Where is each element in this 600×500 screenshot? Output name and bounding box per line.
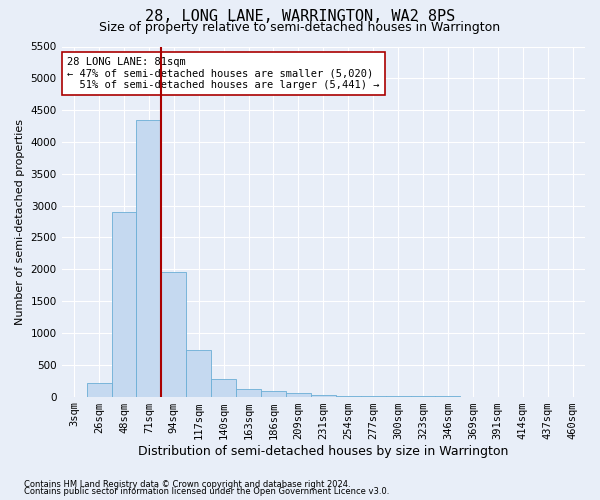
Bar [136,120,161,396]
Bar [261,391,286,396]
Y-axis label: Number of semi-detached properties: Number of semi-detached properties [15,118,25,324]
Bar [186,350,211,397]
Text: 28, LONG LANE, WARRINGTON, WA2 8PS: 28, LONG LANE, WARRINGTON, WA2 8PS [145,9,455,24]
Bar [236,389,261,396]
X-axis label: Distribution of semi-detached houses by size in Warrington: Distribution of semi-detached houses by … [138,444,509,458]
Bar [86,382,112,396]
Bar [311,394,336,396]
Bar [211,379,236,396]
Text: Contains public sector information licensed under the Open Government Licence v3: Contains public sector information licen… [24,488,389,496]
Bar [286,393,311,396]
Bar [112,212,136,396]
Text: 28 LONG LANE: 81sqm
← 47% of semi-detached houses are smaller (5,020)
  51% of s: 28 LONG LANE: 81sqm ← 47% of semi-detach… [67,57,379,90]
Text: Contains HM Land Registry data © Crown copyright and database right 2024.: Contains HM Land Registry data © Crown c… [24,480,350,489]
Bar [161,272,186,396]
Text: Size of property relative to semi-detached houses in Warrington: Size of property relative to semi-detach… [100,21,500,34]
